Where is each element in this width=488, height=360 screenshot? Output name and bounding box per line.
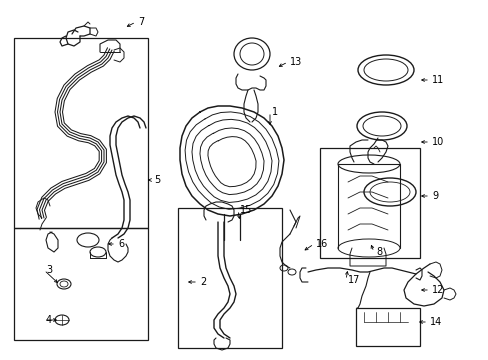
Bar <box>14 38 148 228</box>
Bar <box>319 148 419 258</box>
Text: 9: 9 <box>431 191 437 201</box>
Text: 12: 12 <box>431 285 444 295</box>
Bar <box>14 228 148 340</box>
Text: 8: 8 <box>375 247 381 257</box>
Text: 10: 10 <box>431 137 443 147</box>
Text: 6: 6 <box>118 239 124 249</box>
Text: 5: 5 <box>154 175 160 185</box>
Text: 11: 11 <box>431 75 443 85</box>
Text: 17: 17 <box>347 275 360 285</box>
Text: 14: 14 <box>429 317 441 327</box>
Text: 1: 1 <box>271 107 278 117</box>
Text: 3: 3 <box>46 265 52 275</box>
Text: 15: 15 <box>240 205 252 215</box>
Bar <box>355 308 419 346</box>
Text: 13: 13 <box>289 57 302 67</box>
Bar <box>178 208 282 348</box>
Text: 7: 7 <box>138 17 144 27</box>
Text: 2: 2 <box>200 277 206 287</box>
Text: 16: 16 <box>315 239 327 249</box>
Text: 4: 4 <box>46 315 52 325</box>
